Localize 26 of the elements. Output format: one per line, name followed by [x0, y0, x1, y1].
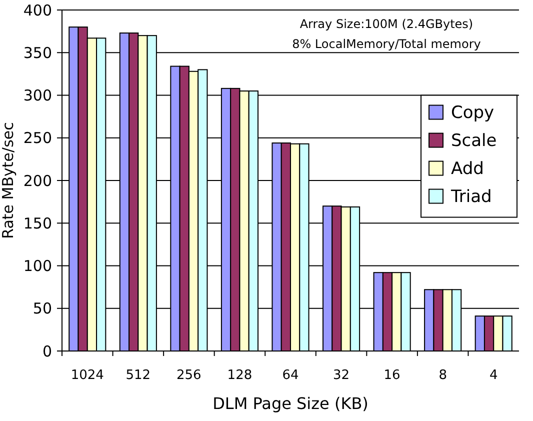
- y-tick-label: 150: [23, 214, 52, 232]
- annotation: Array Size:100M (2.4GBytes): [300, 17, 474, 31]
- annotation: 8% LocalMemory/Total memory: [292, 37, 481, 51]
- y-tick-label: 300: [23, 86, 52, 104]
- y-tick-label: 400: [23, 1, 52, 20]
- legend-label: Copy: [451, 103, 494, 124]
- y-tick-label: 200: [23, 172, 52, 190]
- y-tick-label: 350: [23, 44, 52, 62]
- x-tick-label: 128: [227, 368, 252, 383]
- x-axis-title: DLM Page Size (KB): [212, 394, 368, 413]
- x-tick-label: 512: [126, 368, 151, 383]
- legend-label: Add: [451, 159, 484, 180]
- y-axis-title: Rate MByte/sec: [0, 122, 17, 239]
- x-tick-label: 4: [489, 368, 498, 383]
- x-tick-label: 64: [282, 368, 299, 383]
- x-tick-label: 1024: [70, 368, 104, 383]
- legend-label: Triad: [450, 187, 492, 208]
- y-tick-label: 100: [23, 257, 52, 275]
- x-tick-label: 16: [384, 368, 400, 383]
- y-tick-label: 0: [42, 342, 52, 360]
- x-tick-label: 256: [176, 368, 202, 383]
- x-tick-label: 32: [333, 368, 350, 383]
- x-tick-label: 8: [438, 368, 447, 383]
- legend-label: Scale: [451, 131, 497, 152]
- y-tick-label: 50: [32, 300, 52, 318]
- y-tick-label: 250: [23, 129, 52, 148]
